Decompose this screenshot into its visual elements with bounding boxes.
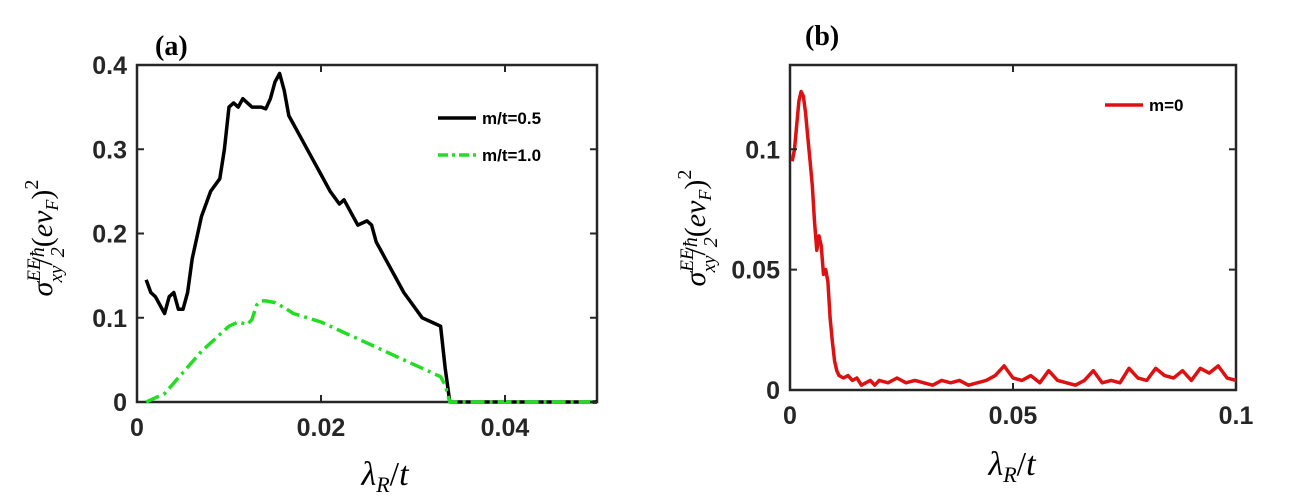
panel-b-x-axis-label: λR/t [987,446,1037,487]
panel-b-ticks: 0 0.05 0.1 0 0.05 0.1 [731,65,1253,430]
panel-a: (a) 0 0.02 0.04 0 0.1 0.2 0.3 0.4 m/t=0.5 m/t=1.… [21,31,599,497]
legend-label: m=0 [1149,96,1184,115]
t-symbol: t [399,456,410,493]
svg-text:σEExy/ħ2(evF)2: σEExy/ħ2(evF)2 [674,170,722,287]
x-tick-label: 0 [783,402,797,430]
panel-a-plot-area [135,63,599,404]
panel-b-y-axis-label: σEExy/ħ2(evF)2 [674,170,722,287]
x-tick-label: 0 [130,414,144,442]
y-tick-label: 0 [766,377,780,405]
panel-a-x-axis-label: λR/t [360,456,410,497]
x-tick-label: 0.04 [481,414,530,442]
axes-frame [135,63,599,404]
panel-b-legend: m=0 [1105,96,1184,115]
series-line-2 [145,299,597,404]
y-tick-label: 0.4 [92,52,127,80]
axes-frame [788,63,1238,392]
subscript-r: R [375,472,390,497]
svg-text:σEExy/ħ2(evF)2: σEExy/ħ2(evF)2 [21,180,69,297]
panel-a-y-axis-label: σEExy/ħ2(evF)2 [21,180,69,297]
y-tick-label: 0.2 [92,221,127,249]
legend-label: m/t=1.0 [482,146,541,165]
series-line-1 [790,89,1237,387]
series-line-1 [144,71,597,404]
x-tick-label: 0.02 [297,414,346,442]
y-tick-label: 0.1 [92,305,127,333]
legend-label: m/t=0.5 [482,109,541,128]
y-tick-label: 0.3 [92,136,127,164]
panel-b-label: (b) [805,21,839,52]
slash: / [390,456,400,493]
y-tick-label: 0.1 [745,136,780,164]
y-tick-label: 0 [113,389,127,417]
panel-a-label: (a) [155,31,188,62]
panel-b: (b) 0 0.05 0.1 0 0.05 0.1 m=0 λR/t σEExy/ħ2(e… [674,21,1253,487]
x-tick-label: 0.05 [989,402,1038,430]
panel-b-plot-area [788,63,1238,392]
lambda-symbol: λ [360,456,376,493]
panel-a-legend: m/t=0.5 m/t=1.0 [438,109,541,165]
y-tick-label: 0.05 [731,257,780,285]
panel-a-ticks: 0 0.02 0.04 0 0.1 0.2 0.3 0.4 [92,52,597,442]
x-tick-label: 0.1 [1219,402,1254,430]
